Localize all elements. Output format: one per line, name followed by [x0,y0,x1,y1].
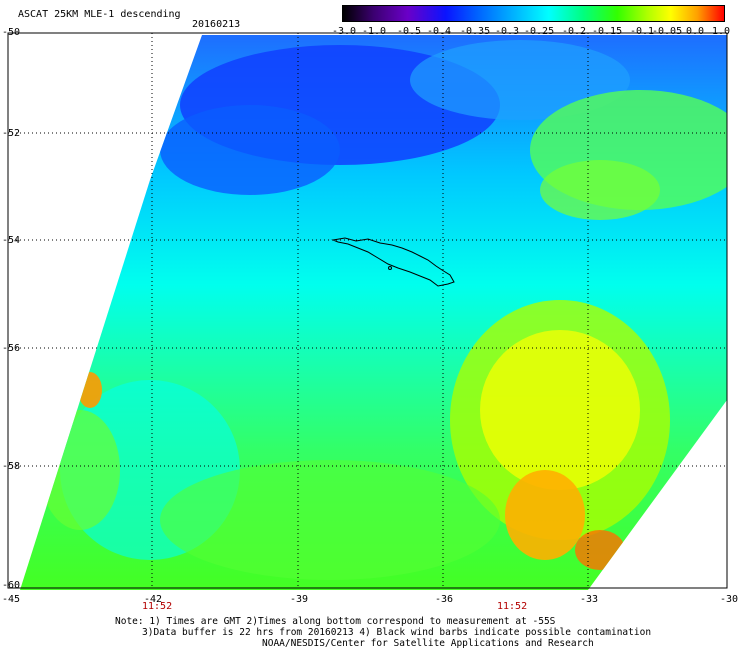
plot-frame [7,32,728,589]
lon-label: -36 [435,594,454,605]
footnote-line: Note: 1) Times are GMT 2)Times along bot… [115,616,556,627]
lon-label: -42 [144,594,163,605]
lat-label: -60 [2,580,21,591]
colorbar-label: 0.0 [686,26,705,37]
lat-label: -56 [2,343,21,354]
map-title: ASCAT 25KM MLE-1 descending [18,9,181,20]
colorbar-label: -1.0 [362,26,387,37]
wind-data-swath [20,35,727,590]
colorbar-label: -0.35 [460,26,491,37]
graticule [8,33,727,588]
lon-label: -33 [580,594,599,605]
lon-label: -45 [2,594,21,605]
colorbar-label: -0.05 [652,26,683,37]
colorbar-label: -0.2 [562,26,587,37]
colorbar-label: 1.0 [712,26,731,37]
lat-label: -58 [2,461,21,472]
colorbar-label: -0.5 [397,26,422,37]
colorbar-label: -0.1 [630,26,655,37]
colorbar-label: -0.25 [524,26,555,37]
colorbar-label: -0.4 [427,26,452,37]
time-label: 11:52 [497,601,528,612]
footnote-line: 3)Data buffer is 22 hrs from 20160213 4)… [142,627,652,638]
colorbar-label: -0.3 [495,26,520,37]
colorbar-label: -3.0 [332,26,357,37]
lat-label: -50 [2,27,21,38]
footnote-line: NOAA/NESDIS/Center for Satellite Applica… [262,638,594,649]
island-coastline [331,237,455,287]
colorbar-label: -0.15 [592,26,623,37]
lat-label: -54 [2,235,21,246]
colorbar [342,5,725,22]
lat-label: -52 [2,128,21,139]
lon-label: -39 [290,594,309,605]
time-label: 11:52 [142,601,173,612]
map-date: 20160213 [192,19,241,30]
lon-label: -30 [720,594,739,605]
